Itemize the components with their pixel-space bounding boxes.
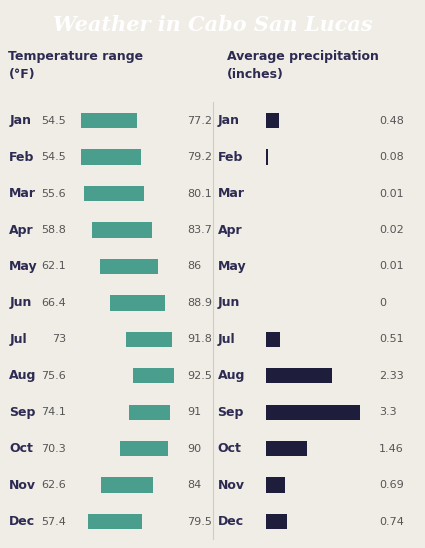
Text: 62.1: 62.1: [41, 261, 66, 271]
Text: Aug: Aug: [9, 369, 37, 383]
Text: Nov: Nov: [9, 478, 37, 492]
Text: Sep: Sep: [218, 406, 244, 419]
Text: Apr: Apr: [9, 224, 34, 237]
Text: 77.2: 77.2: [187, 116, 212, 125]
Text: Jul: Jul: [9, 333, 27, 346]
Text: 91: 91: [187, 407, 201, 417]
Text: Aug: Aug: [218, 369, 245, 383]
Text: 0.48: 0.48: [379, 116, 404, 125]
Text: 62.6: 62.6: [41, 480, 66, 490]
Bar: [133, 368, 174, 384]
Text: 0.51: 0.51: [379, 334, 404, 344]
Text: 0.69: 0.69: [379, 480, 404, 490]
Text: Jun: Jun: [9, 296, 32, 310]
Bar: [88, 514, 142, 529]
Text: 66.4: 66.4: [41, 298, 66, 308]
Bar: [129, 404, 170, 420]
Text: Temperature range
(°F): Temperature range (°F): [8, 50, 144, 82]
Text: Jan: Jan: [218, 114, 240, 127]
Text: Nov: Nov: [218, 478, 245, 492]
Text: Weather in Cabo San Lucas: Weather in Cabo San Lucas: [53, 15, 372, 35]
Text: Sep: Sep: [9, 406, 36, 419]
Text: 80.1: 80.1: [187, 189, 212, 198]
Text: 84: 84: [187, 480, 201, 490]
Text: 57.4: 57.4: [41, 517, 66, 527]
Text: Oct: Oct: [218, 442, 241, 455]
Bar: [101, 477, 153, 493]
Bar: [100, 259, 158, 274]
Text: 0.01: 0.01: [379, 261, 404, 271]
Text: 0.02: 0.02: [379, 225, 404, 235]
Text: 92.5: 92.5: [187, 371, 212, 381]
Bar: [81, 150, 142, 165]
Text: Jul: Jul: [218, 333, 235, 346]
Text: Mar: Mar: [9, 187, 37, 200]
Bar: [110, 295, 165, 311]
Bar: [81, 113, 136, 128]
Text: Mar: Mar: [218, 187, 245, 200]
Text: Jan: Jan: [9, 114, 31, 127]
Text: Dec: Dec: [9, 515, 35, 528]
Text: 73: 73: [52, 334, 66, 344]
Text: 83.7: 83.7: [187, 225, 212, 235]
Text: May: May: [218, 260, 246, 273]
Text: 88.9: 88.9: [187, 298, 212, 308]
Text: 54.5: 54.5: [41, 152, 66, 162]
Text: 0: 0: [379, 298, 386, 308]
Text: 74.1: 74.1: [41, 407, 66, 417]
Text: Jun: Jun: [218, 296, 240, 310]
Bar: [84, 186, 144, 201]
Bar: [266, 368, 332, 384]
Bar: [126, 332, 172, 347]
Bar: [266, 150, 268, 165]
Text: 1.46: 1.46: [379, 444, 404, 454]
Bar: [266, 113, 279, 128]
Text: 75.6: 75.6: [41, 371, 66, 381]
Text: 2.33: 2.33: [379, 371, 404, 381]
Text: 90: 90: [187, 444, 201, 454]
Text: 91.8: 91.8: [187, 334, 212, 344]
Text: Feb: Feb: [218, 151, 243, 164]
Text: 79.5: 79.5: [187, 517, 212, 527]
Text: Feb: Feb: [9, 151, 35, 164]
Text: 55.6: 55.6: [41, 189, 66, 198]
Text: Apr: Apr: [218, 224, 242, 237]
Text: 79.2: 79.2: [187, 152, 212, 162]
Text: 58.8: 58.8: [41, 225, 66, 235]
Text: Average precipitation
(inches): Average precipitation (inches): [227, 50, 379, 82]
Bar: [92, 222, 153, 238]
Text: 54.5: 54.5: [41, 116, 66, 125]
Text: 3.3: 3.3: [379, 407, 397, 417]
Bar: [266, 514, 287, 529]
Bar: [120, 441, 168, 456]
Bar: [266, 477, 285, 493]
Text: 70.3: 70.3: [41, 444, 66, 454]
Text: 0.74: 0.74: [379, 517, 404, 527]
Text: Dec: Dec: [218, 515, 244, 528]
Text: 0.01: 0.01: [379, 189, 404, 198]
Text: 0.08: 0.08: [379, 152, 404, 162]
Bar: [266, 332, 280, 347]
Text: 86: 86: [187, 261, 201, 271]
Text: May: May: [9, 260, 38, 273]
Bar: [266, 441, 307, 456]
Bar: [266, 404, 360, 420]
Text: Oct: Oct: [9, 442, 33, 455]
